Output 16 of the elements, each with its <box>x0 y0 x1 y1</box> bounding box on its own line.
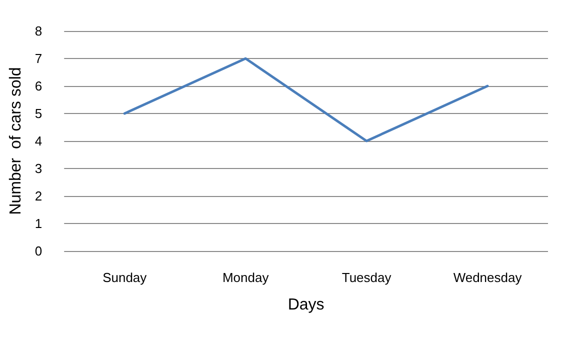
y-tick-label: 8 <box>34 24 42 38</box>
y-tick-label: 2 <box>34 188 42 204</box>
line-series <box>123 57 489 142</box>
y-axis-title: Number of cars sold <box>8 67 24 215</box>
y-tick-label: 6 <box>34 78 42 94</box>
y-tick-label: 3 <box>34 161 42 176</box>
y-tick-label: 4 <box>34 134 42 148</box>
x-tick-label: Wednesday <box>453 270 522 285</box>
x-axis-title: Days <box>288 296 324 314</box>
y-tick-label: 7 <box>34 51 42 66</box>
x-tick-label: Tuesday <box>342 270 392 285</box>
y-tick-label: 1 <box>34 216 42 231</box>
x-tick-label: Sunday <box>102 270 148 285</box>
y-tick-label: 0 <box>34 244 42 258</box>
x-tick-label: Monday <box>222 270 270 285</box>
y-tick-label: 5 <box>34 106 42 121</box>
